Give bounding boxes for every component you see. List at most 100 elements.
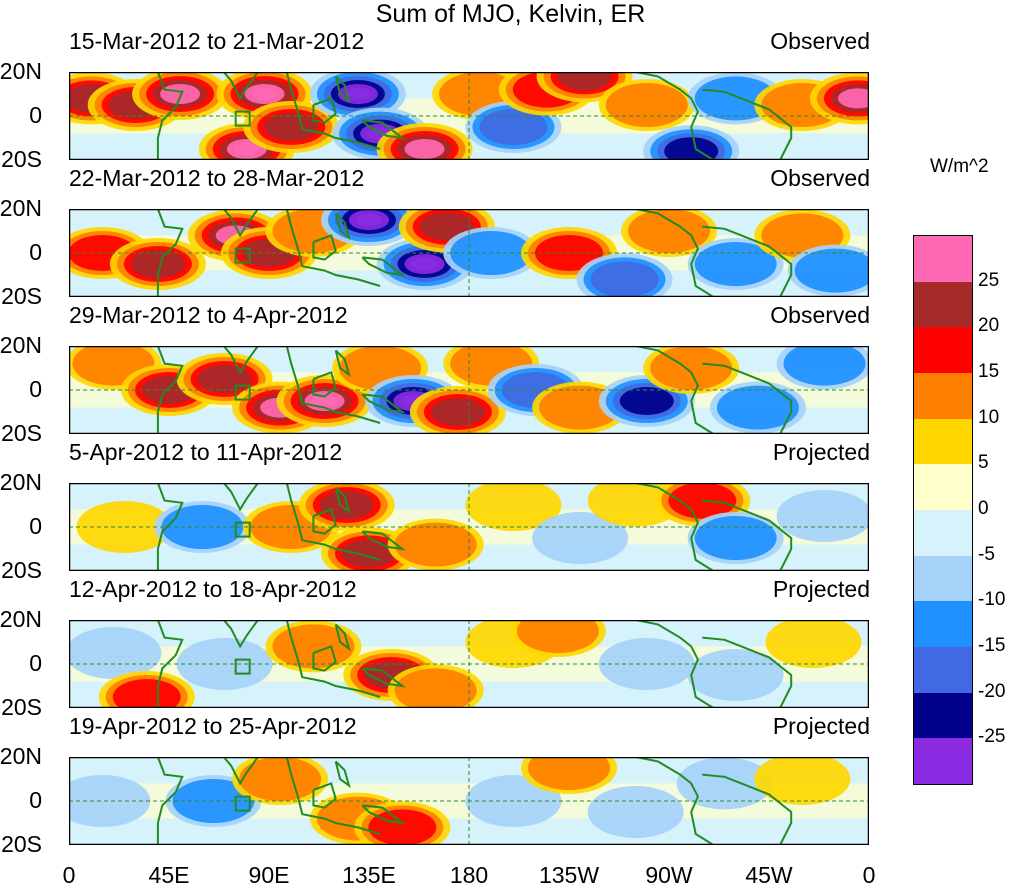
region-box: [234, 795, 251, 812]
anomaly-contour: [557, 72, 612, 91]
coastline: [635, 209, 714, 297]
y-label-20s: 20S: [1, 831, 42, 857]
anomaly-map-svg: [69, 757, 869, 845]
anomaly-map-svg: [69, 209, 869, 297]
coastline: [156, 483, 184, 571]
anomaly-contour: [172, 779, 255, 823]
anomaly-map: [69, 620, 869, 708]
y-label-20n: 20N: [0, 195, 42, 221]
colorbar-box: [914, 327, 972, 374]
colorbar-label: -10: [978, 589, 1006, 611]
coastline: [361, 393, 406, 414]
y-label-eq: 0: [29, 513, 42, 539]
coastline: [361, 530, 406, 551]
panel-status: Observed: [770, 28, 870, 54]
anomaly-map-svg: [69, 620, 869, 708]
coastline: [222, 620, 261, 649]
anomaly-contour: [694, 516, 777, 560]
region-box: [234, 658, 251, 675]
coastline: [361, 119, 406, 140]
panel-2: 22-Mar-2012 to 28-Mar-2012 Observed 20N …: [0, 165, 880, 309]
y-label-20s: 20S: [1, 557, 42, 583]
anomaly-contour: [619, 387, 674, 415]
coastline: [334, 212, 351, 241]
coastline: [156, 757, 184, 845]
anomaly-contour: [356, 214, 382, 226]
x-label: 45E: [148, 862, 190, 888]
panel-status: Projected: [772, 713, 870, 739]
map-frame: [69, 757, 869, 845]
coastline: [702, 362, 793, 434]
colorbar-label: 20: [978, 315, 1000, 337]
colorbar-label: 10: [978, 406, 1000, 428]
colorbar-label: -20: [978, 680, 1006, 702]
anomaly-contour: [776, 490, 869, 542]
anomaly-contour: [411, 258, 438, 270]
x-label: 90E: [248, 862, 290, 888]
colorbar-box: [914, 555, 972, 602]
region-box: [234, 110, 251, 127]
y-label-20n: 20N: [0, 606, 42, 632]
anomaly-contour: [479, 109, 548, 145]
map-frame: [69, 620, 869, 708]
colorbar-box: [914, 510, 972, 557]
anomaly-contour: [605, 83, 688, 127]
anomaly-map: [69, 483, 869, 571]
anomaly-contour: [69, 775, 151, 827]
coastline: [635, 620, 714, 708]
coastline: [222, 483, 261, 512]
coastline: [635, 757, 714, 845]
region-box: [234, 247, 251, 264]
anomaly-contour: [69, 627, 162, 679]
coastline: [222, 346, 261, 375]
coastline: [285, 209, 381, 287]
map-frame: [69, 209, 869, 297]
coastline: [334, 486, 351, 515]
coastline: [312, 371, 337, 398]
coastline: [635, 72, 714, 160]
colorbar-box: [914, 738, 972, 785]
anomaly-map-svg: [69, 72, 869, 160]
colorbar-label: 5: [978, 452, 989, 474]
coastline: [702, 225, 793, 297]
coastline: [702, 636, 793, 708]
coastline: [156, 346, 184, 434]
figure-title: Sum of MJO, Kelvin, ER: [375, 0, 646, 28]
anomaly-contour: [197, 365, 252, 393]
panel-date-range: 5-Apr-2012 to 11-Apr-2012: [69, 439, 343, 465]
coastline: [156, 209, 184, 297]
x-label: 135E: [342, 862, 396, 888]
panel-status: Projected: [772, 439, 870, 465]
colorbar-box: [914, 601, 972, 648]
y-label-20n: 20N: [0, 58, 42, 84]
panel-status: Observed: [770, 165, 870, 191]
colorbar-box: [914, 373, 972, 420]
anomaly-contour: [837, 88, 869, 109]
anomaly-contour: [532, 512, 629, 564]
anomaly-contour: [794, 248, 869, 293]
anomaly-contour: [368, 809, 437, 845]
y-label-eq: 0: [29, 650, 42, 676]
colorbar: [913, 235, 973, 785]
coastline: [635, 483, 714, 571]
colorbar-box: [914, 236, 972, 283]
region-box: [234, 384, 251, 401]
y-label-20n: 20N: [0, 332, 42, 358]
anomaly-contour: [716, 385, 799, 430]
coastline: [285, 72, 381, 150]
x-label: 135W: [538, 862, 600, 888]
colorbar-label: 15: [978, 361, 1000, 382]
anomaly-map: [69, 757, 869, 845]
map-frame: [69, 72, 869, 160]
colorbar-label: 25: [978, 269, 1000, 291]
coastline: [285, 346, 381, 424]
anomaly-contour: [342, 539, 396, 568]
coastline: [222, 209, 261, 238]
anomaly-contour: [676, 757, 773, 810]
colorbar-box: [914, 418, 972, 465]
anomaly-contour: [587, 786, 684, 838]
coastline: [222, 72, 261, 101]
map-frame: [69, 346, 869, 434]
panel-3: 29-Mar-2012 to 4-Apr-2012 Observed 20N 0…: [0, 302, 880, 446]
